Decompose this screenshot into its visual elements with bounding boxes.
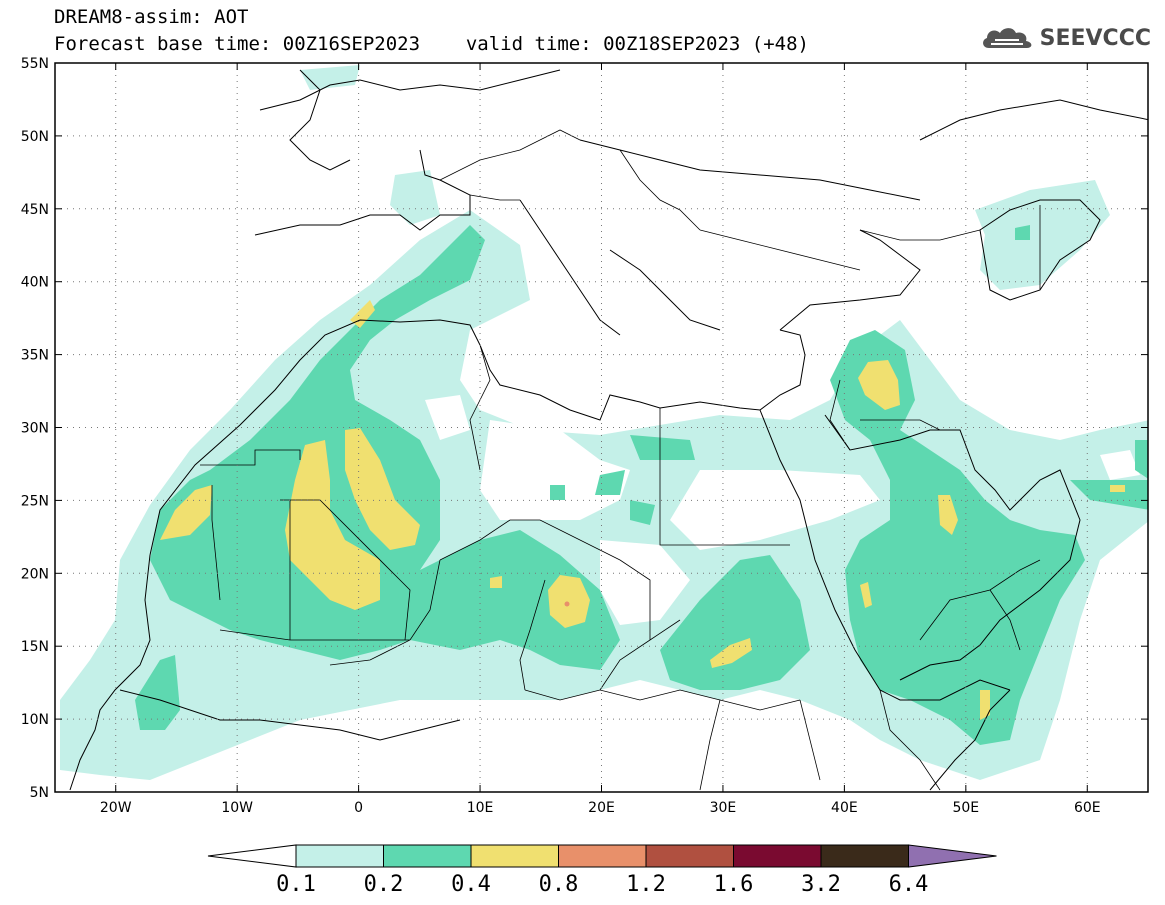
colorbar-segment: [645, 844, 734, 868]
lat-tick-label: 25N: [21, 493, 49, 509]
colorbar-segment: [820, 844, 909, 868]
lat-tick-label: 30N: [21, 421, 49, 437]
aot-level-0.4: [160, 300, 1125, 720]
lat-tick-label: 50N: [21, 129, 49, 145]
colorbar-under-arrow: [207, 844, 297, 868]
lon-tick-label: 40E: [831, 800, 858, 816]
colorbar: 0.1 0.2 0.4 0.8 1.2 1.6 3.2 6.4: [207, 844, 997, 897]
time-info: Forecast base time: 00Z16SEP2023 valid t…: [54, 33, 809, 55]
base-time-label: Forecast base time: 00Z16SEP2023: [54, 33, 421, 55]
colorbar-level-label: 0.2: [364, 872, 404, 897]
lat-tick-label: 5N: [30, 785, 49, 801]
lon-tick-label: 10E: [467, 800, 494, 816]
aot-field: [60, 65, 1148, 780]
lat-tick-label: 35N: [21, 348, 49, 364]
colorbar-segment: [383, 844, 472, 868]
logo-text: SEEVCCC: [1039, 25, 1151, 51]
colorbar-level-label: 0.1: [276, 872, 316, 897]
colorbar-segment: [470, 844, 559, 868]
colorbar-segment: [558, 844, 647, 868]
lat-tick-label: 40N: [21, 275, 49, 291]
colorbar-segment: [733, 844, 822, 868]
lon-tick-label: 60E: [1074, 800, 1101, 816]
lat-tick-label: 55N: [21, 56, 49, 72]
lon-tick-label: 0: [354, 800, 363, 816]
cloud-icon: [982, 28, 1032, 48]
lon-tick-label: 30E: [710, 800, 737, 816]
lat-tick-label: 20N: [21, 566, 49, 582]
seevccc-logo: SEEVCCC: [979, 24, 1151, 52]
longitude-axis: 20W 10W 0 10E 20E 30E 40E 50E 60E: [100, 63, 1101, 816]
latitude-axis: 55N 50N 45N 40N 35N 30N 25N 20N 15N 10N 5N: [21, 56, 1148, 801]
lat-tick-label: 15N: [21, 639, 49, 655]
colorbar-level-label: 3.2: [801, 872, 841, 897]
lon-tick-label: 10W: [221, 800, 253, 816]
gridlines: [55, 63, 1148, 792]
lat-tick-label: 10N: [21, 712, 49, 728]
lat-tick-label: 45N: [21, 202, 49, 218]
lon-tick-label: 20W: [100, 800, 132, 816]
colorbar-level-label: 1.6: [714, 872, 754, 897]
colorbar-level-label: 0.8: [539, 872, 579, 897]
colorbar-level-label: 1.2: [626, 872, 666, 897]
aot-level-0.2: [135, 225, 1148, 745]
lon-tick-label: 50E: [952, 800, 979, 816]
coastlines: [69, 69, 1148, 791]
aot-maximum-spot: [564, 601, 570, 607]
lon-tick-label: 20E: [588, 800, 615, 816]
colorbar-level-label: 6.4: [889, 872, 929, 897]
colorbar-level-label: 0.4: [451, 872, 491, 897]
map-title: DREAM8-assim: AOT: [54, 6, 249, 28]
colorbar-segment: [295, 844, 384, 868]
valid-time-label: valid time: 00Z18SEP2023 (+48): [465, 33, 809, 55]
colorbar-over-arrow: [908, 844, 997, 868]
